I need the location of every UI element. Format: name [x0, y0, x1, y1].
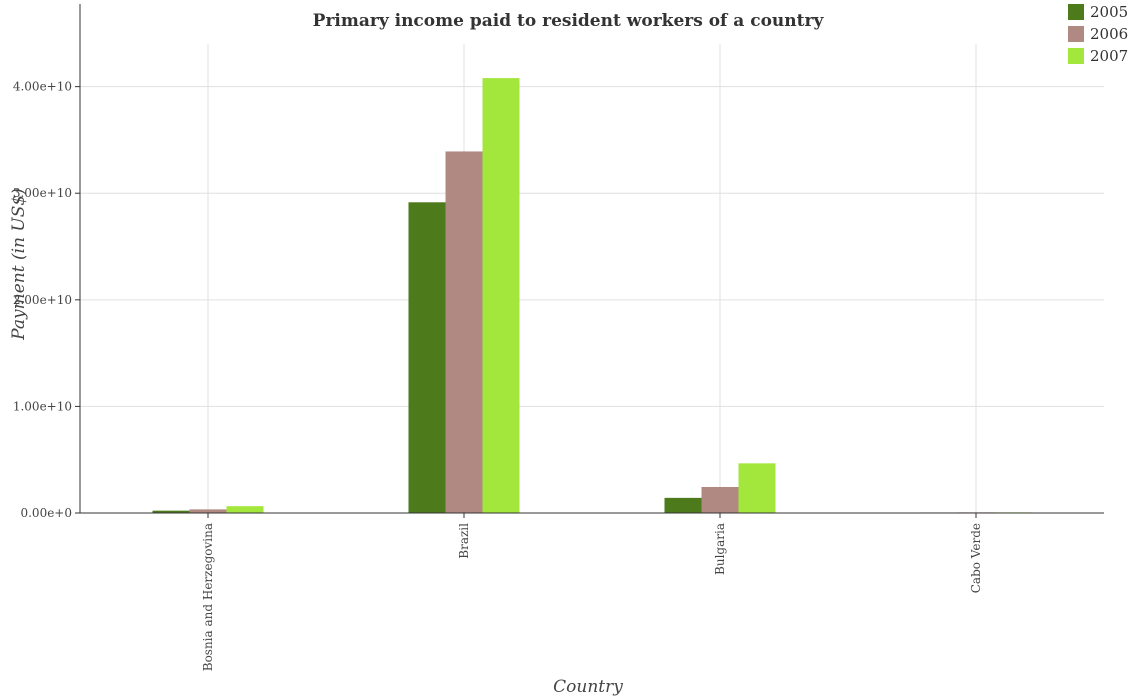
legend: 2005 2006 2007 [1068, 3, 1128, 65]
bar-2005 [152, 510, 190, 513]
legend-label: 2005 [1090, 3, 1128, 21]
x-axis-title: Country [553, 677, 623, 697]
y-axis-title: Payment (in US$) [9, 188, 29, 341]
chart-title: Primary income paid to resident workers … [313, 11, 825, 31]
x-tick-label: Cabo Verde [969, 523, 983, 593]
y-tick-label: 0.00e+0 [20, 506, 72, 520]
y-ticks: 0.00e+0 1.00e+10 2.00e+10 3.00e+10 4.00e+10 [13, 80, 80, 520]
legend-swatch [1068, 26, 1084, 42]
y-tick-label: 1.00e+10 [13, 399, 72, 413]
grid-lines [80, 44, 1104, 514]
bar-2006 [701, 486, 739, 513]
x-tick-label: Bosnia and Herzegovina [201, 523, 215, 671]
x-ticks: Bosnia and Herzegovina Brazil Bulgaria Cabo… [201, 513, 983, 671]
bar-2005 [664, 497, 702, 513]
y-tick-label: 4.00e+10 [13, 80, 72, 94]
legend-swatch [1068, 4, 1084, 20]
y-tick-label: 2.00e+10 [13, 293, 72, 307]
bar-2007 [738, 463, 776, 513]
bars [152, 78, 1032, 513]
legend-label: 2007 [1090, 47, 1128, 65]
bar-2007 [226, 506, 264, 513]
bar-2006 [189, 509, 227, 513]
x-tick-label: Bulgaria [713, 523, 727, 575]
legend-swatch [1068, 48, 1084, 64]
x-tick-label: Brazil [457, 523, 471, 559]
bar-2005 [408, 202, 446, 513]
y-tick-label: 3.00e+10 [13, 186, 72, 200]
bar-2007 [482, 78, 520, 513]
axes [79, 4, 1104, 514]
legend-label: 2006 [1090, 25, 1128, 43]
bar-2006 [445, 151, 483, 513]
